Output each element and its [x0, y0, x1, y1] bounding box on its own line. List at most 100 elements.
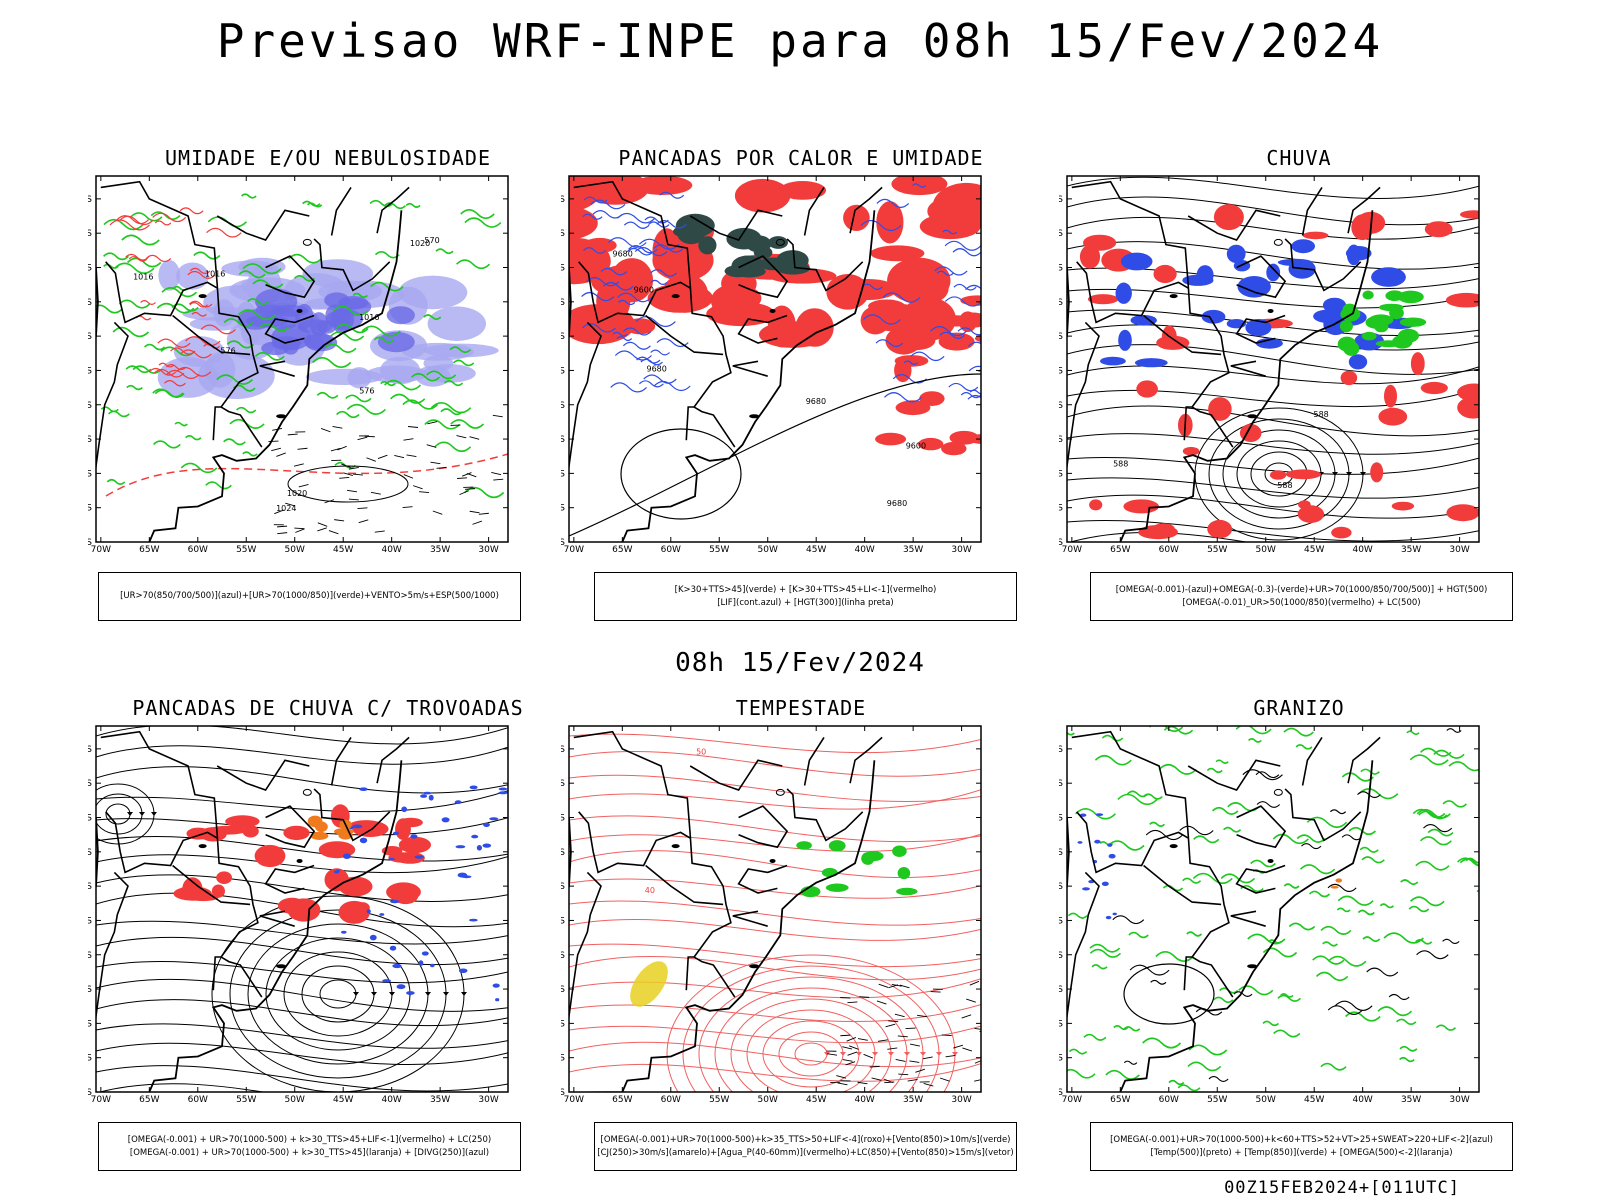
contour-line	[1327, 1005, 1363, 1015]
contour-line	[1377, 1006, 1413, 1017]
contour-line	[1399, 1056, 1415, 1063]
contour-line	[967, 341, 981, 347]
political-border	[578, 811, 691, 874]
legend-line: [OMEGA(-0.001)+UR>70(1000-500)+k>35_TTS>…	[600, 1134, 1011, 1145]
lon-label: 60W	[661, 1095, 681, 1105]
legend-line: [LIF](cont.azul) + [HGT(300)](linha pret…	[717, 597, 894, 608]
field-blob	[423, 791, 432, 795]
field-blob	[896, 887, 918, 896]
wind-vector	[274, 509, 284, 515]
streamline	[1067, 494, 1479, 519]
streamline	[319, 979, 357, 1009]
contour-line	[610, 382, 647, 393]
field-blob	[197, 352, 275, 399]
lat-label: 39S	[88, 504, 92, 514]
wind-vector	[845, 1061, 856, 1066]
contour-line	[254, 351, 285, 361]
panel-title: GRANIZO	[1253, 696, 1345, 720]
contour-line	[170, 347, 196, 355]
contour-line	[460, 209, 495, 219]
contour-line	[1250, 859, 1276, 868]
wind-vector	[909, 1060, 920, 1063]
wind-vector	[840, 997, 851, 999]
lon-label: 30W	[1449, 545, 1469, 555]
lat-label: 27S	[1059, 916, 1063, 926]
lake	[302, 788, 312, 796]
lat-label: 21S	[1059, 298, 1063, 308]
contour-line	[1337, 895, 1374, 906]
political-border	[100, 730, 263, 998]
wind-vector	[871, 1077, 882, 1081]
streamline	[569, 919, 981, 941]
wind-vector	[917, 1014, 928, 1018]
contour-line	[336, 410, 360, 419]
lat-label: 42S	[88, 1088, 92, 1098]
contour-line	[161, 287, 198, 298]
lon-label: 50W	[758, 1095, 778, 1105]
contour-line	[1158, 763, 1197, 775]
lat-label: 30S	[1059, 951, 1063, 961]
wind-vector	[876, 1000, 887, 1005]
contour-line	[882, 292, 921, 303]
field-blob	[461, 875, 472, 879]
wind-vector	[869, 1065, 880, 1068]
wind-vector	[894, 1013, 905, 1018]
contour-line	[1410, 896, 1445, 907]
field-blob	[1297, 505, 1325, 523]
contour-line	[860, 219, 902, 232]
contour-line	[1476, 889, 1479, 893]
isohypse	[569, 373, 981, 537]
lat-label: 18S	[88, 814, 92, 824]
wind-vector	[939, 1077, 950, 1082]
lat-label: 18S	[561, 264, 565, 274]
field-blob	[1105, 915, 1112, 920]
map-pancadas-trovoadas: 12S 15S 18S 21S 24S 27S 30S 33S 36S 39S 42S70W 65W 6…	[88, 725, 509, 1105]
contour-line	[1273, 1029, 1301, 1038]
lon-label: 60W	[188, 545, 208, 555]
field-blob	[283, 825, 310, 841]
contour-line	[1408, 905, 1430, 913]
political-border	[578, 261, 691, 324]
streamline	[666, 954, 956, 1092]
contour-line	[1182, 877, 1202, 884]
field-blob	[698, 236, 717, 255]
field-blob	[498, 791, 508, 795]
contour-line	[592, 210, 623, 219]
wind-vector	[403, 438, 414, 441]
lon-label: 40W	[381, 1095, 401, 1105]
lake	[769, 858, 776, 863]
contour-line	[369, 199, 394, 208]
political-border	[1076, 811, 1189, 874]
contour-line	[449, 346, 471, 354]
contour-line	[965, 284, 981, 291]
field-blob	[891, 176, 948, 196]
streamline-arrow	[127, 812, 133, 816]
lat-label: 27S	[561, 916, 565, 926]
panel-title: UMIDADE E/OU NEBULOSIDADE	[164, 146, 492, 170]
contour-line	[1322, 941, 1338, 947]
contour-line	[108, 410, 130, 418]
field-blob	[1337, 336, 1357, 352]
contour-line	[226, 340, 255, 349]
lon-label: 40W	[1352, 545, 1372, 555]
political-border	[737, 864, 788, 894]
field-blob	[1095, 813, 1104, 816]
contour-line	[158, 362, 175, 368]
wind-vector	[877, 1039, 888, 1042]
contour-line	[185, 434, 202, 441]
contour-line	[411, 372, 440, 382]
political-border	[96, 871, 129, 1022]
streamline-arrow	[856, 1052, 862, 1056]
contour-line	[936, 270, 954, 276]
contour-line	[238, 309, 277, 321]
political-border	[1230, 910, 1266, 927]
isotherm	[1123, 963, 1215, 1025]
wind-vector	[293, 463, 304, 467]
streamline-arrow	[1346, 472, 1352, 476]
streamline-arrow	[425, 992, 431, 996]
lat-label: 15S	[1059, 779, 1063, 789]
contour-line	[1448, 761, 1479, 772]
political-border	[573, 730, 736, 998]
lon-label: 40W	[1352, 1095, 1372, 1105]
wind-vector	[366, 457, 376, 462]
